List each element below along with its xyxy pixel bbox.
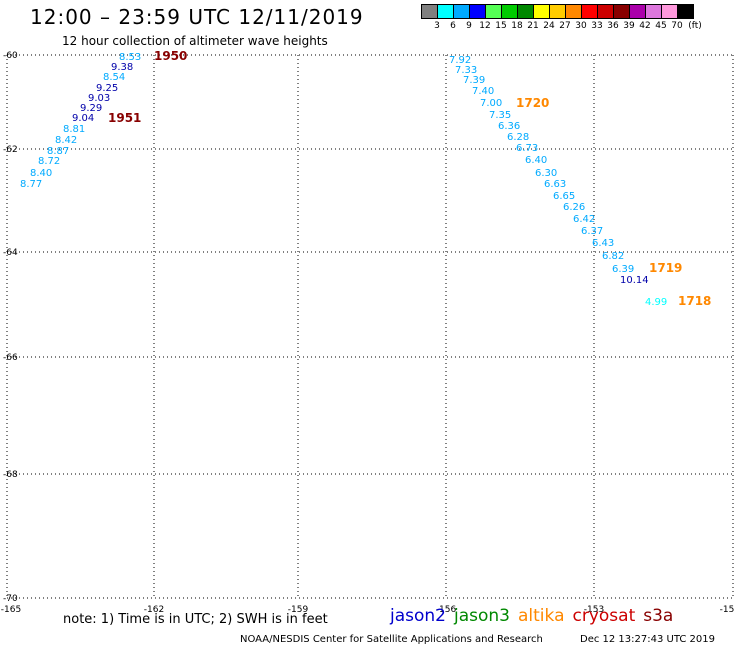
legend-color-bar xyxy=(421,4,694,19)
wave-height-value: 8.81 xyxy=(63,124,85,135)
longitude-label: -153 xyxy=(584,605,604,615)
track-time-label: 1950 xyxy=(154,49,187,63)
wave-height-value: 7.40 xyxy=(472,86,494,97)
satellite-key-item: s3a xyxy=(643,606,674,626)
legend-tick-label: 18 xyxy=(511,21,523,31)
legend-tick-label: 27 xyxy=(559,21,571,31)
legend-tick-label: 33 xyxy=(591,21,603,31)
satellite-key-item: cryosat xyxy=(572,606,636,626)
wave-height-value: 6.37 xyxy=(581,226,603,237)
wave-height-value: 8.40 xyxy=(30,168,52,179)
legend-tick-label: 70 xyxy=(671,21,683,31)
wave-height-value: 8.87 xyxy=(47,146,69,157)
wave-height-value: 7.33 xyxy=(455,65,477,76)
page-subtitle: 12 hour collection of altimeter wave hei… xyxy=(62,34,328,48)
satellite-key: jason2 jason3 altika cryosat s3a xyxy=(390,606,681,626)
wave-height-value: 6.82 xyxy=(602,251,624,262)
latitude-label: -70 xyxy=(3,594,18,604)
legend-swatch xyxy=(677,4,694,19)
track-time-label: 1951 xyxy=(108,111,141,125)
legend-unit-label: (ft) xyxy=(688,21,702,31)
latitude-label: -68 xyxy=(3,470,18,480)
satellite-key-item: jason2 xyxy=(390,606,446,626)
legend-tick-label: 24 xyxy=(543,21,555,31)
wave-height-value: 6.40 xyxy=(525,155,547,166)
legend-tick-label: 36 xyxy=(607,21,619,31)
page-title: 12:00 – 23:59 UTC 12/11/2019 xyxy=(30,5,364,29)
longitude-label: -159 xyxy=(288,605,309,615)
longitude-label: -165 xyxy=(1,605,21,615)
wave-height-value: 9.04 xyxy=(72,113,94,124)
wave-height-value: 6.28 xyxy=(507,132,529,143)
latitude-label: -60 xyxy=(3,51,18,61)
longitude-label: -15 xyxy=(720,605,735,615)
wave-height-value: 6.26 xyxy=(563,202,585,213)
legend-tick-label: 3 xyxy=(434,21,440,31)
wave-height-value: 8.42 xyxy=(55,135,77,146)
legend-tick-label: 6 xyxy=(450,21,456,31)
wave-height-value: 6.36 xyxy=(498,121,520,132)
map-axis-labels: -60 -62 -64 -66 -68 -70-165 -162 -159 -156 -153 -1… xyxy=(1,51,735,615)
wave-height-value: 10.14 xyxy=(620,275,649,286)
wave-height-value: 4.99 xyxy=(645,297,667,308)
satellite-key-item: jason3 xyxy=(454,606,510,626)
wave-height-value: 6.30 xyxy=(535,168,557,179)
wave-height-value: 8.53 xyxy=(119,52,141,63)
legend-tick-label: 30 xyxy=(575,21,587,31)
wave-height-value: 8.72 xyxy=(38,156,60,167)
wave-height-value: 6.73 xyxy=(516,143,538,154)
wave-height-value: 7.39 xyxy=(463,75,485,86)
wave-height-value: 7.92 xyxy=(449,55,471,66)
wave-height-value: 6.42 xyxy=(573,214,595,225)
wave-height-value: 9.03 xyxy=(88,93,110,104)
color-legend: 3 6 9 12 15 18 21 24 27 30 33 36 39 42 45 70 (ft) xyxy=(421,4,702,31)
legend-tick-label: 42 xyxy=(639,21,651,31)
wave-height-value: 7.00 xyxy=(480,98,502,109)
legend-tick-label: 21 xyxy=(527,21,539,31)
longitude-label: -162 xyxy=(144,605,164,615)
wave-height-value: 9.29 xyxy=(80,103,102,114)
footnote: note: 1) Time is in UTC; 2) SWH is in fe… xyxy=(63,612,328,627)
satellite-key-item: altika xyxy=(518,606,565,626)
wave-height-observations: 8.539.388.549.259.039.299.048.818.428.87… xyxy=(20,49,711,308)
legend-tick-label: 9 xyxy=(466,21,472,31)
latitude-label: -64 xyxy=(3,248,18,258)
wave-height-value: 6.43 xyxy=(592,238,614,249)
legend-tick-label: 45 xyxy=(655,21,667,31)
track-time-label: 1720 xyxy=(516,96,549,110)
timestamp-text: Dec 12 13:27:43 UTC 2019 xyxy=(580,634,715,645)
legend-tick-label: 12 xyxy=(479,21,491,31)
wave-height-value: 9.25 xyxy=(96,83,118,94)
track-time-label: 1718 xyxy=(678,294,711,308)
latitude-label: -62 xyxy=(3,145,18,155)
latitude-label: -66 xyxy=(3,353,18,363)
legend-tick-label: 39 xyxy=(623,21,635,31)
wave-height-value: 6.39 xyxy=(612,264,634,275)
legend-tick-labels: 3 6 9 12 15 18 21 24 27 30 33 36 39 42 45 70 (ft) xyxy=(421,19,702,31)
wave-height-value: 8.54 xyxy=(103,72,125,83)
wave-height-value: 8.77 xyxy=(20,179,42,190)
longitude-label: -156 xyxy=(436,605,457,615)
wave-height-value: 7.35 xyxy=(489,110,511,121)
map-grid xyxy=(6,54,734,599)
wave-height-value: 9.38 xyxy=(111,62,133,73)
legend-tick-label: 15 xyxy=(495,21,507,31)
credit-text: NOAA/NESDIS Center for Satellite Applica… xyxy=(240,634,543,645)
wave-height-value: 6.65 xyxy=(553,191,575,202)
track-time-label: 1719 xyxy=(649,261,682,275)
wave-height-value: 6.63 xyxy=(544,179,566,190)
